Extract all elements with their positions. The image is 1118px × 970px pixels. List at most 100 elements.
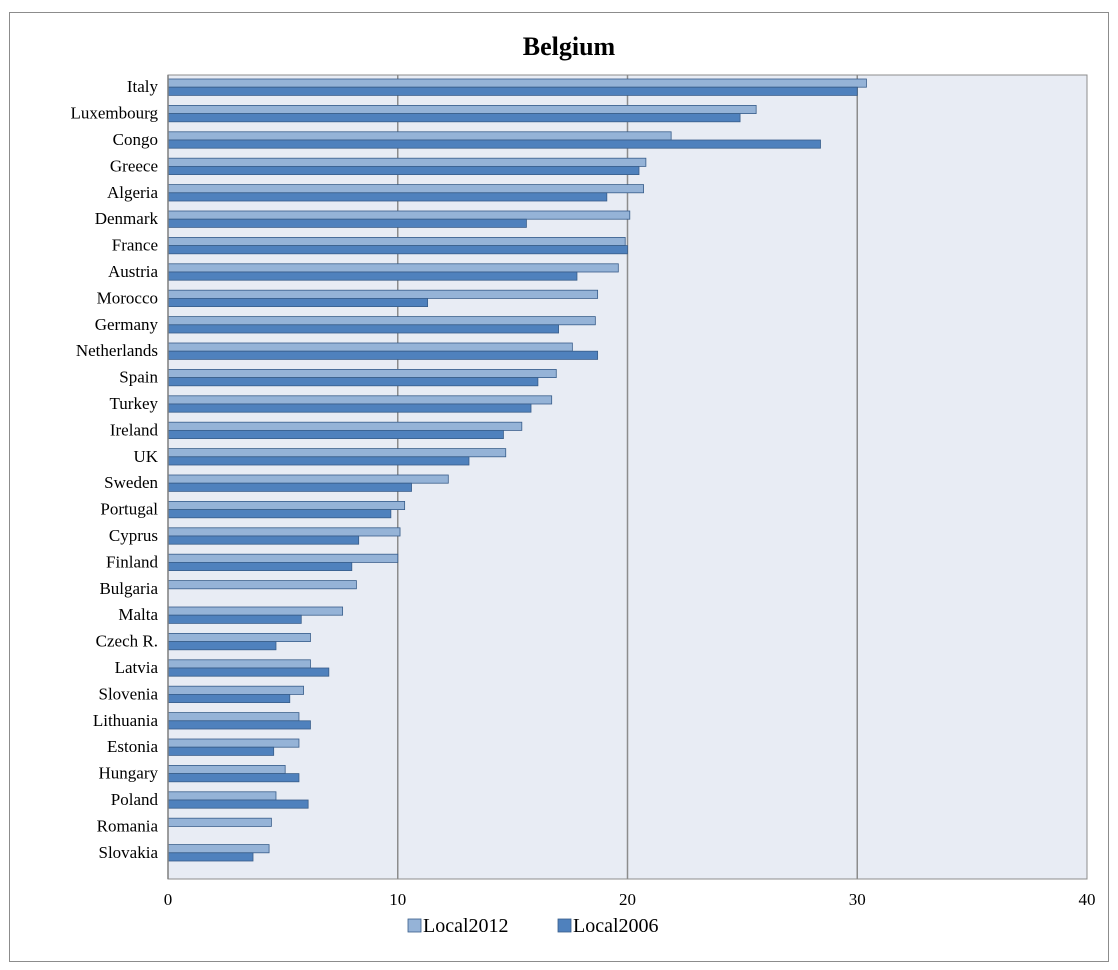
chart-title: Belgium bbox=[523, 32, 616, 61]
category-label: Algeria bbox=[107, 183, 158, 202]
category-label: Hungary bbox=[99, 764, 159, 783]
bar-local2012-uk bbox=[167, 448, 507, 458]
bar-local2012-ireland bbox=[167, 421, 523, 431]
bar-local2006-portugal bbox=[167, 509, 392, 519]
bar-local2012-algeria bbox=[167, 184, 644, 194]
legend-label-local2006: Local2006 bbox=[573, 915, 659, 937]
legend-swatch-local2012 bbox=[407, 918, 422, 933]
bar-local2012-estonia bbox=[167, 738, 300, 748]
bar-local2006-netherlands bbox=[167, 350, 599, 360]
legend-label-local2012: Local2012 bbox=[423, 915, 509, 937]
category-label: Malta bbox=[118, 605, 158, 624]
category-label: Slovakia bbox=[99, 843, 159, 862]
category-label: Spain bbox=[119, 368, 158, 387]
bar-local2012-morocco bbox=[167, 289, 599, 299]
bar-local2012-cyprus bbox=[167, 527, 401, 537]
legend: Local2012 Local2006 bbox=[407, 915, 659, 937]
bar-local2006-poland bbox=[167, 799, 309, 809]
category-label: Turkey bbox=[110, 394, 159, 413]
bar-local2006-greece bbox=[167, 165, 640, 175]
bar-local2012-greece bbox=[167, 157, 647, 167]
category-label: Luxembourg bbox=[70, 104, 158, 123]
bar-local2006-uk bbox=[167, 456, 470, 466]
bar-local2006-germany bbox=[167, 324, 559, 334]
category-label: Denmark bbox=[95, 209, 159, 228]
category-label: Ireland bbox=[110, 420, 159, 439]
category-label: Czech R. bbox=[96, 632, 158, 651]
bar-chart: Belgium Italy Luxembourg Congo Greece Algeri… bbox=[70, 32, 1096, 937]
bar-local2006-slovakia bbox=[167, 852, 254, 862]
bar-local2006-luxembourg bbox=[167, 113, 741, 123]
category-label: Bulgaria bbox=[99, 579, 158, 598]
category-label: Cyprus bbox=[109, 526, 158, 545]
bar-local2006-morocco bbox=[167, 297, 429, 307]
bar-local2006-hungary bbox=[167, 773, 300, 783]
bar-local2012-finland bbox=[167, 553, 399, 563]
category-label: Congo bbox=[113, 130, 158, 149]
bar-local2012-austria bbox=[167, 263, 619, 273]
x-tick-label: 10 bbox=[389, 890, 406, 909]
category-label: Lithuania bbox=[93, 711, 159, 730]
bar-local2006-czech-r- bbox=[167, 641, 277, 651]
x-tick-label: 40 bbox=[1079, 890, 1096, 909]
bar-local2012-sweden bbox=[167, 474, 449, 484]
bar-local2012-malta bbox=[167, 606, 344, 616]
bar-local2006-congo bbox=[167, 139, 821, 149]
category-label: Netherlands bbox=[76, 341, 158, 360]
category-label: Austria bbox=[108, 262, 159, 281]
bar-local2012-bulgaria bbox=[167, 580, 357, 590]
category-label: Germany bbox=[95, 315, 159, 334]
bar-local2006-france bbox=[167, 245, 628, 255]
bar-local2012-romania bbox=[167, 817, 272, 827]
category-label: UK bbox=[133, 447, 158, 466]
bar-local2012-italy bbox=[167, 78, 867, 88]
bar-local2012-luxembourg bbox=[167, 105, 757, 115]
bar-local2006-slovenia bbox=[167, 694, 291, 704]
bar-local2012-czech-r- bbox=[167, 633, 311, 643]
bar-local2012-hungary bbox=[167, 765, 286, 775]
bar-local2006-malta bbox=[167, 614, 302, 624]
bar-local2012-poland bbox=[167, 791, 277, 801]
chart-frame: Belgium Italy Luxembourg Congo Greece Algeri… bbox=[9, 12, 1109, 962]
bar-local2012-lithuania bbox=[167, 712, 300, 722]
category-label: Estonia bbox=[107, 737, 158, 756]
bar-local2012-denmark bbox=[167, 210, 631, 220]
bar-local2012-germany bbox=[167, 316, 596, 326]
x-tick-label: 30 bbox=[849, 890, 866, 909]
bar-local2012-congo bbox=[167, 131, 672, 141]
category-label: Greece bbox=[110, 156, 158, 175]
category-label: Latvia bbox=[115, 658, 159, 677]
category-labels: Italy Luxembourg Congo Greece Algeria Denmark… bbox=[70, 77, 158, 862]
bar-local2006-denmark bbox=[167, 218, 527, 228]
category-label: Portugal bbox=[100, 500, 158, 519]
bar-local2006-italy bbox=[167, 86, 858, 96]
x-tick-labels: 0 10 20 30 40 bbox=[164, 890, 1096, 909]
category-label: Slovenia bbox=[99, 684, 159, 703]
bar-local2012-latvia bbox=[167, 659, 311, 669]
bar-local2006-finland bbox=[167, 562, 353, 572]
bar-local2012-slovenia bbox=[167, 685, 304, 695]
bar-local2012-france bbox=[167, 236, 626, 246]
category-label: France bbox=[112, 236, 158, 255]
category-label: Italy bbox=[127, 77, 159, 96]
category-label: Sweden bbox=[104, 473, 158, 492]
bar-local2006-cyprus bbox=[167, 535, 360, 545]
bar-local2006-sweden bbox=[167, 482, 412, 492]
x-tick-label: 20 bbox=[619, 890, 636, 909]
category-label: Poland bbox=[111, 790, 159, 809]
bar-local2006-algeria bbox=[167, 192, 608, 202]
x-tick-label: 0 bbox=[164, 890, 173, 909]
bar-local2012-turkey bbox=[167, 395, 553, 405]
bar-local2006-lithuania bbox=[167, 720, 311, 730]
bar-local2006-ireland bbox=[167, 429, 504, 439]
bar-local2006-spain bbox=[167, 377, 539, 387]
bar-local2012-spain bbox=[167, 368, 557, 378]
bar-local2012-netherlands bbox=[167, 342, 573, 352]
category-label: Finland bbox=[106, 552, 158, 571]
bar-local2012-portugal bbox=[167, 500, 406, 510]
category-label: Morocco bbox=[97, 288, 158, 307]
legend-swatch-local2006 bbox=[557, 918, 572, 933]
bar-local2012-slovakia bbox=[167, 844, 270, 854]
category-label: Romania bbox=[97, 816, 159, 835]
bar-local2006-latvia bbox=[167, 667, 330, 677]
